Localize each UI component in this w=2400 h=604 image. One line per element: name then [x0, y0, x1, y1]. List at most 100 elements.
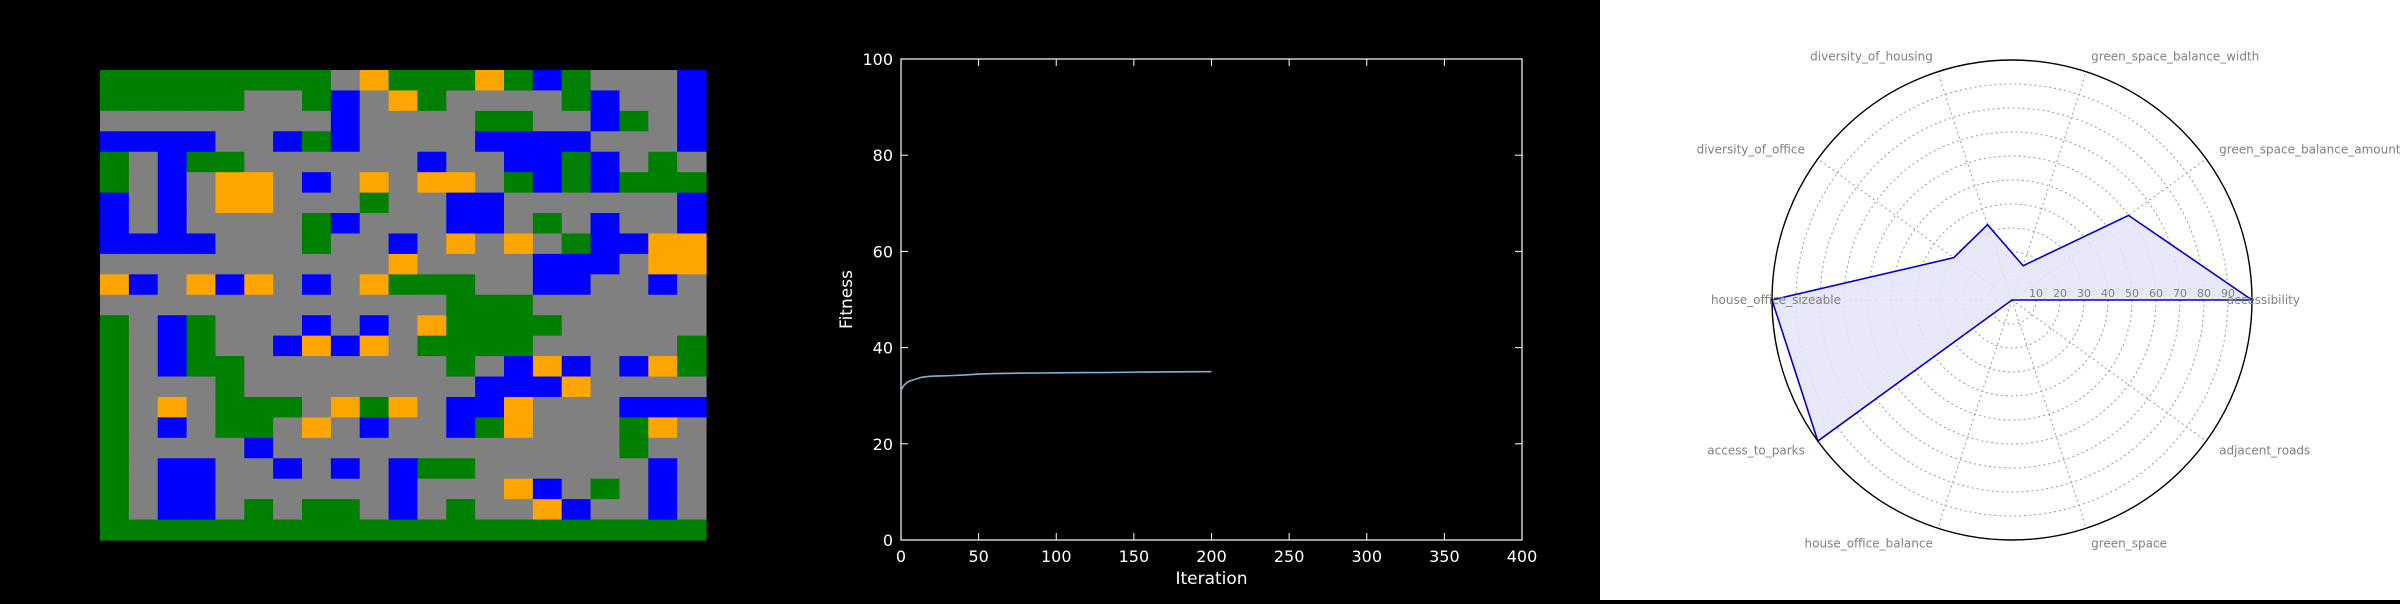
- map-cell: [244, 151, 274, 173]
- map-cell: [532, 478, 563, 500]
- map-cell: [388, 315, 419, 337]
- map-cell: [417, 274, 447, 296]
- map-cell: [330, 192, 361, 214]
- map-cell: [330, 233, 361, 255]
- map-cell: [100, 478, 130, 500]
- map-cell: [648, 315, 678, 337]
- map-cell: [388, 519, 419, 541]
- map-cell: [330, 90, 361, 112]
- map-cell: [186, 110, 217, 132]
- map-cell: [359, 151, 390, 173]
- map-cell: [475, 253, 505, 275]
- map-cell: [648, 131, 678, 153]
- map-cell: [273, 519, 303, 541]
- map-cell: [417, 437, 447, 459]
- map-cell: [532, 90, 563, 112]
- map-cell: [359, 478, 390, 500]
- map-cell: [417, 499, 447, 521]
- map-cell: [302, 499, 332, 521]
- radar-category-label: green_space_balance_amount: [2219, 143, 2400, 157]
- map-cell: [215, 458, 245, 480]
- map-cell: [100, 70, 130, 92]
- map-cell: [504, 499, 534, 521]
- map-cell: [475, 213, 505, 235]
- map-cell: [273, 90, 303, 112]
- map-cell: [590, 70, 621, 92]
- map-cell: [648, 478, 678, 500]
- map-cell: [648, 499, 678, 521]
- map-cell: [100, 458, 130, 480]
- map-cell: [359, 110, 390, 132]
- left-figure-svg: 0 50 100 150 200 250 300 350 400 0 20 40 60 80 100 It…: [100, 50, 1537, 589]
- map-cell: [677, 110, 707, 132]
- map-cell: [215, 396, 245, 418]
- map-cell: [100, 151, 130, 173]
- radar-spoke: [2011, 299, 2087, 529]
- map-cell: [302, 376, 332, 398]
- map-cell: [330, 294, 361, 316]
- radar-spoke: [2011, 71, 2087, 301]
- map-cell: [330, 335, 361, 357]
- map-cell: [244, 335, 274, 357]
- map-cell: [157, 458, 188, 480]
- map-cell: [388, 478, 419, 500]
- map-cell: [677, 213, 707, 235]
- map-cell: [648, 192, 678, 214]
- map-cell: [504, 213, 534, 235]
- x-axis-ticks: 0 50 100 150 200 250 300 350 400: [896, 59, 1537, 566]
- map-cell: [302, 417, 332, 439]
- map-cell: [128, 233, 159, 255]
- map-cell: [100, 294, 130, 316]
- map-cell: [128, 294, 159, 316]
- map-cell: [215, 253, 245, 275]
- map-cell: [244, 396, 274, 418]
- radar-category-label: access_to_parks: [1707, 443, 1805, 457]
- map-cell: [619, 213, 649, 235]
- map-cell: [532, 274, 563, 296]
- map-cell: [302, 437, 332, 459]
- map-cell: [128, 274, 159, 296]
- left-dark-panel: 0 50 100 150 200 250 300 350 400 0 20 40 60 80 100 It…: [100, 50, 1538, 589]
- map-cell: [417, 172, 447, 194]
- radar-r-tick-label: 90: [2221, 287, 2235, 300]
- map-cell: [388, 335, 419, 357]
- map-cell: [157, 233, 188, 255]
- map-cell: [244, 417, 274, 439]
- map-cell: [359, 437, 390, 459]
- map-cell: [561, 110, 592, 132]
- map-cell: [273, 151, 303, 173]
- map-cell: [475, 294, 505, 316]
- map-cell: [100, 437, 130, 459]
- map-cell: [128, 192, 159, 214]
- map-cell: [619, 376, 649, 398]
- map-cell: [677, 499, 707, 521]
- map-cell: [446, 70, 476, 92]
- map-cell: [475, 70, 505, 92]
- map-cell: [330, 253, 361, 275]
- map-cell: [244, 315, 274, 337]
- map-cell: [446, 478, 476, 500]
- map-cell: [475, 437, 505, 459]
- y-axis-ticks: 0 20 40 60 80 100: [862, 50, 1522, 550]
- radar-r-tick-label: 20: [2053, 287, 2067, 300]
- y-tick-label: 40: [873, 339, 893, 358]
- y-tick-label: 20: [873, 435, 893, 454]
- map-cell: [388, 396, 419, 418]
- map-cell: [244, 213, 274, 235]
- map-cell: [504, 110, 534, 132]
- map-cell: [273, 233, 303, 255]
- map-cell: [648, 90, 678, 112]
- map-cell: [648, 172, 678, 194]
- map-cell: [561, 519, 592, 541]
- map-cell: [446, 253, 476, 275]
- map-cell: [388, 151, 419, 173]
- map-cell: [186, 315, 217, 337]
- map-cell: [446, 376, 476, 398]
- map-cell: [273, 315, 303, 337]
- map-cell: [273, 376, 303, 398]
- y-axis-label: Fitness: [837, 270, 857, 329]
- radar-category-label: adjacent_roads: [2219, 443, 2310, 457]
- map-cell: [302, 70, 332, 92]
- map-cell: [590, 499, 621, 521]
